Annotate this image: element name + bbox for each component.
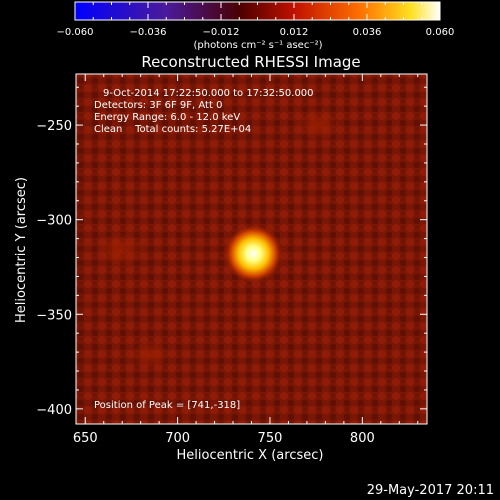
- colorbar-ticks: [74, 2, 441, 20]
- colorbar-tick-label: −0.012: [202, 27, 239, 38]
- info-detectors: Detectors: 3F 6F 9F, Att 0: [94, 100, 222, 111]
- emission-blob: [130, 341, 170, 369]
- emission-blob: [95, 232, 145, 268]
- x-axis-tick-labels: 650 700 750 800: [73, 431, 375, 446]
- y-axis-ticks: [76, 86, 427, 410]
- footer-date: 29-May-2017 20:11: [367, 483, 494, 498]
- y-tick-label: −350: [36, 308, 72, 323]
- info-method-counts: Clean Total counts: 5.27E+04: [94, 124, 251, 135]
- colorbar-tick-label: −0.060: [56, 27, 93, 38]
- colorbar: −0.060 −0.036 −0.012 0.012 0.036 0.060 (photo…: [56, 1, 454, 51]
- plot-area: [76, 74, 427, 424]
- info-time-range: 9-Oct-2014 17:22:50.000 to 17:32:50.000: [103, 88, 314, 99]
- x-tick-label: 700: [165, 431, 190, 446]
- x-tick-label: 750: [258, 431, 283, 446]
- x-tick-label: 650: [73, 431, 98, 446]
- colorbar-tick-labels: −0.060 −0.036 −0.012 0.012 0.036 0.060: [56, 27, 454, 38]
- info-block: 9-Oct-2014 17:22:50.000 to 17:32:50.000 …: [94, 88, 314, 411]
- chart-title: Reconstructed RHESSI Image: [141, 53, 360, 71]
- y-tick-label: −400: [36, 403, 72, 418]
- colorbar-tick-label: 0.060: [426, 27, 455, 38]
- x-tick-label: 800: [350, 431, 375, 446]
- colorbar-tick-label: 0.036: [353, 27, 382, 38]
- colorbar-unit-label: (photons cm⁻² s⁻¹ asec⁻²): [193, 40, 322, 51]
- y-tick-label: −300: [36, 214, 72, 229]
- info-energy-range: Energy Range: 6.0 - 12.0 keV: [94, 112, 240, 123]
- colorbar-tick-label: −0.036: [129, 27, 166, 38]
- peak-source: [223, 223, 284, 284]
- x-axis-label: Heliocentric X (arcsec): [177, 448, 324, 463]
- peak-position-label: Position of Peak = [741,-318]: [94, 400, 240, 411]
- colorbar-tick-label: 0.012: [280, 27, 309, 38]
- x-axis-ticks: [84, 74, 419, 424]
- y-tick-label: −250: [36, 119, 72, 134]
- emission-blob: [296, 109, 340, 141]
- y-axis-label: Heliocentric Y (arcsec): [14, 177, 29, 323]
- y-axis-tick-labels: −250 −300 −350 −400: [36, 119, 72, 418]
